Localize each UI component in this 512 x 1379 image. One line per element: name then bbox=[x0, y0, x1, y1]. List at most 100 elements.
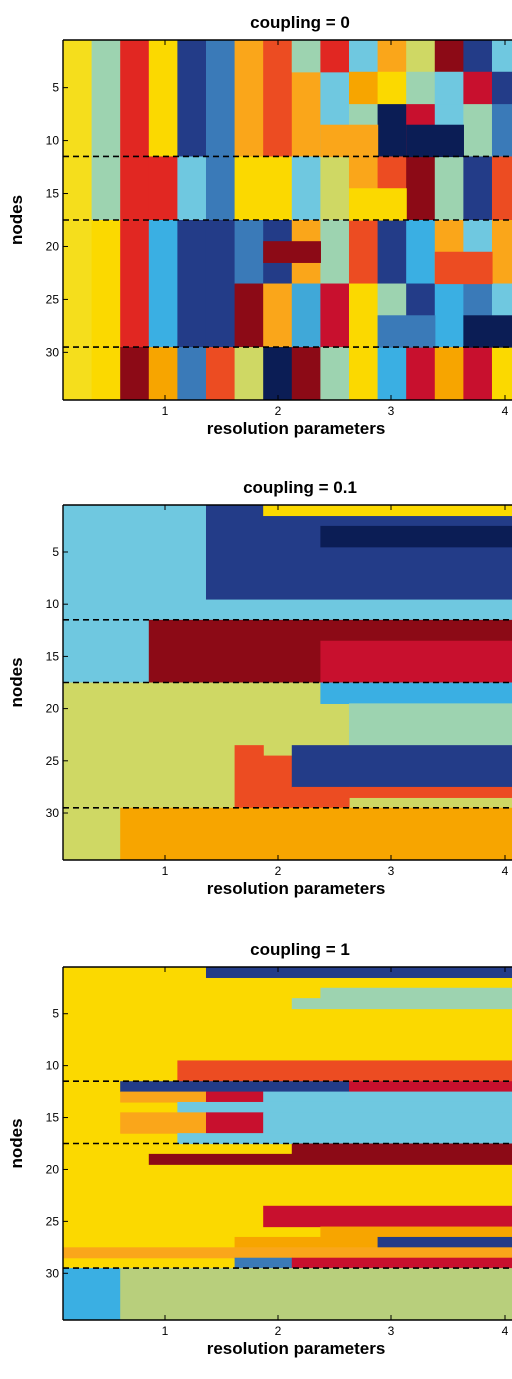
heatmap-block bbox=[377, 71, 407, 105]
y-tick-label: 5 bbox=[52, 545, 59, 559]
heatmap-block bbox=[263, 241, 321, 263]
heatmap-block bbox=[406, 71, 436, 105]
x-tick-label: 3 bbox=[388, 404, 395, 418]
heatmap-panel-2: 5 10 15 20 25 30 1 2 3 4 coupling = 0.1 resolution … bbox=[7, 478, 512, 898]
heatmap-block bbox=[205, 1112, 264, 1134]
heatmap-block bbox=[434, 347, 464, 400]
y-tick-label: 15 bbox=[46, 1111, 60, 1125]
heatmap-block bbox=[320, 640, 512, 684]
heatmap-block bbox=[320, 682, 512, 704]
x-tick-label: 4 bbox=[502, 1324, 509, 1338]
heatmap-block bbox=[120, 1268, 512, 1320]
heatmap-block bbox=[148, 1153, 512, 1165]
heatmap-block bbox=[463, 315, 512, 348]
heatmap-block bbox=[320, 283, 350, 348]
heatmap-block bbox=[120, 1091, 207, 1103]
x-axis-label: resolution parameters bbox=[207, 1339, 386, 1358]
heatmap-block bbox=[348, 188, 407, 221]
y-tick-label: 25 bbox=[46, 292, 60, 306]
heatmap-block bbox=[434, 40, 464, 73]
heatmap-block bbox=[406, 347, 436, 400]
heatmap-block bbox=[91, 220, 121, 400]
y-tick-label: 30 bbox=[46, 806, 60, 820]
heatmap-block bbox=[177, 1060, 512, 1082]
heatmap-block bbox=[177, 1101, 512, 1113]
x-tick-label: 2 bbox=[275, 1324, 282, 1338]
x-tick-label: 4 bbox=[502, 864, 509, 878]
heatmap-block bbox=[434, 71, 464, 105]
heatmap-block bbox=[491, 347, 512, 400]
chart-title: coupling = 0.1 bbox=[243, 478, 357, 497]
heatmap-block bbox=[491, 220, 512, 285]
heatmap-block bbox=[377, 1236, 512, 1248]
heatmap-block bbox=[63, 1247, 512, 1259]
heatmap-block bbox=[148, 156, 178, 221]
heatmap-block bbox=[320, 220, 350, 285]
heatmap-block bbox=[463, 156, 493, 221]
y-tick-label: 5 bbox=[52, 1007, 59, 1021]
y-tick-label: 20 bbox=[46, 239, 60, 253]
heatmap-block bbox=[291, 156, 321, 221]
heatmap-block bbox=[120, 1081, 350, 1093]
heatmap-block bbox=[463, 40, 493, 73]
heatmap-block bbox=[263, 156, 293, 221]
heatmap-block bbox=[120, 1112, 207, 1134]
heatmap-block bbox=[234, 220, 264, 285]
heatmap-block bbox=[91, 40, 121, 221]
heatmap-block bbox=[406, 220, 436, 285]
heatmap-block bbox=[291, 998, 512, 1010]
heatmap-block bbox=[291, 1257, 512, 1269]
chart-title: coupling = 0 bbox=[250, 13, 350, 32]
heatmap-block bbox=[205, 40, 236, 221]
y-tick-label: 5 bbox=[52, 81, 59, 95]
heatmap-block bbox=[205, 347, 236, 400]
heatmap-block bbox=[348, 283, 379, 348]
heatmap-block bbox=[348, 40, 379, 73]
heatmap-block bbox=[377, 40, 407, 73]
heatmap-block bbox=[291, 786, 350, 809]
heatmap-block bbox=[348, 703, 512, 746]
heatmap-block bbox=[234, 347, 264, 400]
x-tick-label: 2 bbox=[275, 404, 282, 418]
heatmap-block bbox=[177, 156, 207, 221]
heatmap-block bbox=[205, 967, 512, 978]
heatmap-cells bbox=[63, 505, 512, 860]
y-tick-label: 25 bbox=[46, 1214, 60, 1228]
x-tick-label: 1 bbox=[162, 864, 169, 878]
heatmap-block bbox=[320, 347, 350, 400]
heatmap-block bbox=[177, 347, 207, 400]
y-tick-label: 20 bbox=[46, 702, 60, 716]
heatmap-block bbox=[320, 987, 512, 999]
heatmap-block bbox=[406, 124, 464, 158]
x-tick-label: 3 bbox=[388, 1324, 395, 1338]
y-tick-label: 10 bbox=[46, 1059, 60, 1073]
heatmap-block bbox=[263, 1091, 512, 1103]
heatmap-block bbox=[234, 1257, 293, 1269]
y-tick-label: 30 bbox=[46, 345, 60, 359]
y-axis-label: nodes bbox=[7, 195, 26, 245]
heatmap-block bbox=[63, 1268, 121, 1320]
heatmap-block bbox=[348, 220, 379, 285]
heatmap-block bbox=[291, 745, 512, 788]
heatmap-block bbox=[320, 156, 350, 221]
heatmap-block bbox=[120, 40, 150, 348]
y-tick-label: 10 bbox=[46, 134, 60, 148]
heatmap-block bbox=[348, 347, 379, 400]
heatmap-block bbox=[120, 347, 150, 400]
heatmap-block bbox=[434, 251, 493, 285]
heatmap-block bbox=[406, 40, 436, 73]
heatmap-block bbox=[263, 505, 512, 517]
heatmap-block bbox=[291, 40, 321, 73]
heatmap-panel-3: 5 10 15 20 25 30 1 2 3 4 coupling = 1 resolution pa… bbox=[7, 940, 512, 1358]
heatmap-block bbox=[263, 1205, 512, 1228]
x-tick-label: 4 bbox=[502, 404, 509, 418]
heatmap-block bbox=[234, 1236, 512, 1248]
heatmap-block bbox=[320, 124, 379, 158]
heatmap-block bbox=[205, 220, 236, 348]
heatmap-block bbox=[205, 1091, 264, 1103]
heatmap-block bbox=[491, 156, 512, 221]
heatmap-block bbox=[177, 40, 207, 158]
heatmap-block bbox=[234, 40, 264, 158]
heatmap-block bbox=[491, 40, 512, 73]
